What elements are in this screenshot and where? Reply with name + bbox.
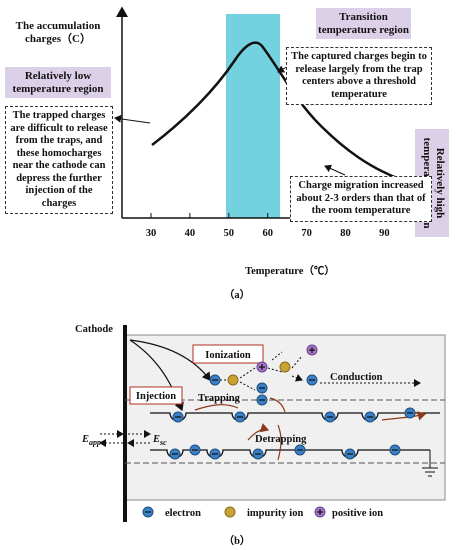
positive-sign <box>259 364 265 370</box>
ionization-box <box>192 344 264 364</box>
impurity-ion <box>224 506 236 518</box>
conduction-label: Conduction <box>330 372 383 383</box>
annotation: The captured charges begin to release la… <box>286 47 432 105</box>
transition-band <box>226 14 280 218</box>
legend-label: impurity ion <box>247 508 303 519</box>
legend-label: positive ion <box>332 508 383 519</box>
annotation: The trapped charges are difficult to rel… <box>5 106 113 214</box>
ionization-arrows <box>220 351 302 391</box>
legend-label: electron <box>165 508 201 519</box>
x-tick-label: 30 <box>146 228 157 239</box>
x-tick-label: 80 <box>340 228 351 239</box>
ionization-label: Ionization <box>205 350 251 361</box>
x-tick-label: 40 <box>185 228 196 239</box>
injection-label: Injection <box>136 391 176 402</box>
region-label: Transition temperature region <box>316 8 411 39</box>
region-label: Relatively low temperature region <box>5 67 111 98</box>
positive-sign <box>309 347 315 353</box>
cathode-label: Cathode <box>75 324 113 335</box>
caption: （a） <box>224 288 250 301</box>
x-tick-label: 50 <box>224 228 235 239</box>
x-tick-label: 70 <box>301 228 312 239</box>
annotation: Charge migration increased about 2-3 ord… <box>290 176 432 222</box>
trapping-label: Trapping <box>198 393 241 404</box>
x-tick-label: 90 <box>379 228 390 239</box>
trap-arrows <box>194 397 425 420</box>
arrow <box>324 164 346 176</box>
arrow <box>129 339 211 381</box>
detrapping-label: Detrapping <box>255 434 307 445</box>
positive-sign <box>317 509 323 515</box>
x-tick-label: 60 <box>262 228 273 239</box>
y-axis-label: The accumulation charges（C） <box>15 20 101 45</box>
impurity-ion <box>279 361 291 373</box>
detrap-arrows <box>247 425 282 461</box>
impurity-ion <box>227 374 239 386</box>
accumulation-curve <box>151 41 403 182</box>
x-axis-label: Temperature（℃） <box>245 264 335 277</box>
caption: （b） <box>224 534 251 547</box>
injection-box <box>129 386 183 405</box>
arrow <box>114 114 151 124</box>
esc-label: Esc <box>152 434 167 447</box>
eapp-label: Eapp <box>81 434 101 447</box>
ground <box>422 450 438 477</box>
